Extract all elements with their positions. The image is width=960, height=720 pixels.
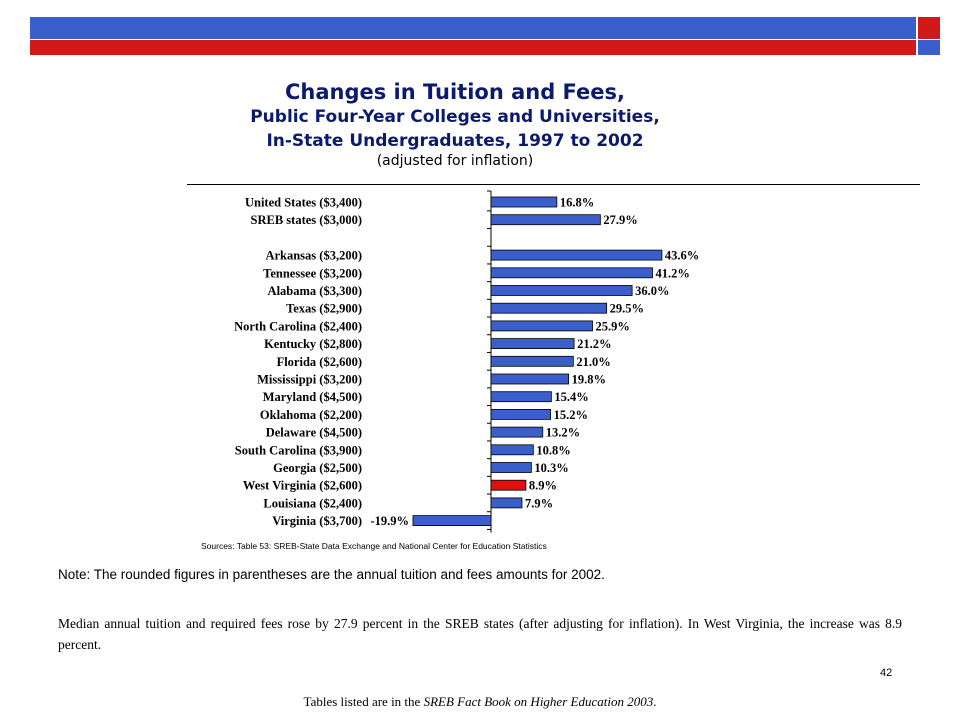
category-label: Virginia ($3,700) xyxy=(272,514,362,528)
chart-subtitle-3: (adjusted for inflation) xyxy=(376,153,534,169)
value-label: -19.9% xyxy=(370,514,409,528)
bar xyxy=(490,355,574,367)
value-label: 19.8% xyxy=(572,373,606,387)
bar xyxy=(490,285,633,296)
bar xyxy=(490,302,608,314)
category-label: United States ($3,400) xyxy=(245,196,362,210)
bar xyxy=(490,408,551,420)
bar xyxy=(490,267,653,279)
header-blue-bar xyxy=(30,17,916,39)
value-label: 36.0% xyxy=(635,284,669,298)
bar xyxy=(490,391,552,403)
value-label: 16.8% xyxy=(560,196,594,210)
category-label: West Virginia ($2,600) xyxy=(243,479,362,493)
value-label: 7.9% xyxy=(525,496,553,510)
bar xyxy=(490,479,527,491)
category-label: South Carolina ($3,900) xyxy=(235,443,362,457)
bar xyxy=(490,249,663,261)
page-number: 42 xyxy=(880,667,893,679)
category-label: Mississippi ($3,200) xyxy=(257,373,362,387)
category-label: Texas ($2,900) xyxy=(286,302,362,316)
bar xyxy=(490,196,558,208)
title-divider xyxy=(187,184,920,185)
value-label: 21.0% xyxy=(576,355,610,369)
value-label: 15.2% xyxy=(554,408,588,422)
summary-paragraph: Median annual tuition and required fees … xyxy=(58,616,902,652)
category-label: Oklahoma ($2,200) xyxy=(260,408,362,422)
value-label: 15.4% xyxy=(554,390,588,404)
value-label: 41.2% xyxy=(656,266,690,280)
chart-source: Sources: Table 53: SREB-State Data Excha… xyxy=(201,541,547,551)
header-blue-square xyxy=(918,40,940,55)
header-red-square xyxy=(918,17,940,39)
header-red-bar xyxy=(30,40,916,55)
category-label: Maryland ($4,500) xyxy=(263,390,362,404)
value-label: 10.8% xyxy=(536,443,570,457)
category-label: Georgia ($2,500) xyxy=(273,461,362,475)
category-label: Kentucky ($2,800) xyxy=(264,337,362,351)
bar xyxy=(490,214,601,226)
category-label: Arkansas ($3,200) xyxy=(265,249,362,263)
category-label: Alabama ($3,300) xyxy=(268,284,362,298)
chart-subtitle-2: In-State Undergraduates, 1997 to 2002 xyxy=(266,131,644,151)
category-label: Florida ($2,600) xyxy=(277,355,362,369)
category-label: North Carolina ($2,400) xyxy=(234,319,362,333)
footer-suffix: . xyxy=(653,694,657,709)
bar xyxy=(490,320,593,332)
category-label: Tennessee ($3,200) xyxy=(263,266,362,280)
value-label: 8.9% xyxy=(529,479,557,493)
value-label: 29.5% xyxy=(610,302,644,316)
value-label: 43.6% xyxy=(665,249,699,263)
bar xyxy=(490,373,570,385)
value-label: 10.3% xyxy=(534,461,568,475)
bar xyxy=(490,444,534,456)
bar xyxy=(412,515,492,526)
value-label: 27.9% xyxy=(603,213,637,227)
value-label: 21.2% xyxy=(577,337,611,351)
chart-subtitle-1: Public Four-Year Colleges and Universiti… xyxy=(250,107,660,127)
value-label: 25.9% xyxy=(596,319,630,333)
bar xyxy=(490,338,575,350)
bar xyxy=(490,462,532,473)
footnote: Note: The rounded figures in parentheses… xyxy=(58,567,605,582)
category-label: Delaware ($4,500) xyxy=(266,426,362,440)
category-label: SREB states ($3,000) xyxy=(251,213,362,227)
bar xyxy=(490,426,544,438)
category-label: Louisiana ($2,400) xyxy=(263,496,362,510)
footer-book-title: SREB Fact Book on Higher Education 2003 xyxy=(423,694,654,709)
value-label: 13.2% xyxy=(546,426,580,440)
footer-text: Tables listed are in the SREB Fact Book … xyxy=(0,694,960,710)
footer-prefix: Tables listed are in the xyxy=(303,694,424,709)
chart-title: Changes in Tuition and Fees, xyxy=(284,80,626,104)
bar xyxy=(490,497,523,509)
